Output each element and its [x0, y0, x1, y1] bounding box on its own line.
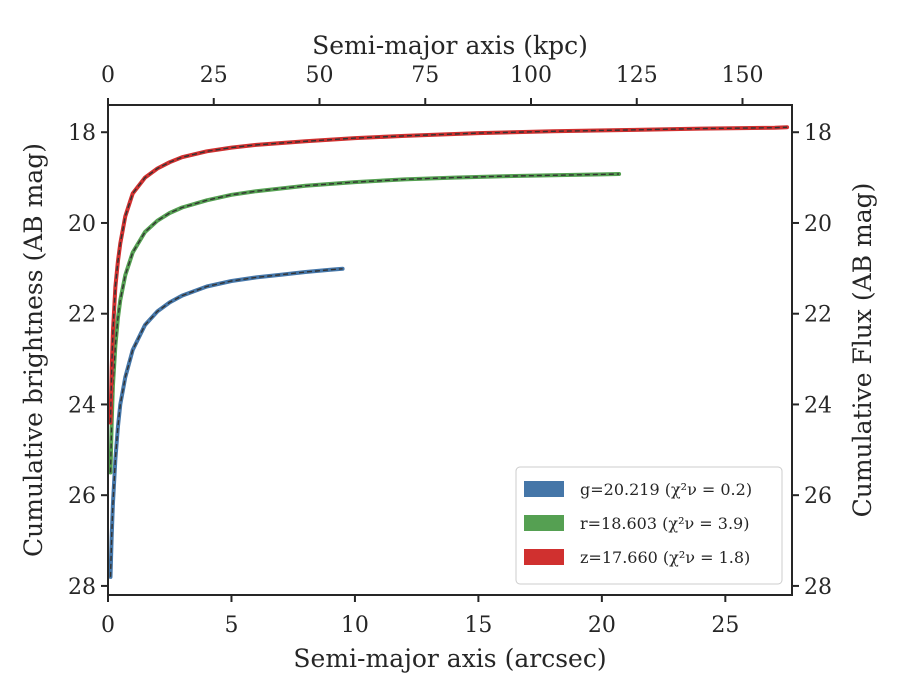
plot-frame — [107, 104, 793, 596]
right-y-tick-label: 22 — [804, 303, 832, 328]
y-tick-label: 28 — [68, 575, 96, 600]
right-y-tick-label: 26 — [804, 484, 832, 509]
y-tick-label: 18 — [68, 121, 96, 146]
legend-swatch-r — [524, 515, 564, 531]
right-y-tick-label: 28 — [804, 575, 832, 600]
ticks-layer: 0 5 10 15 20 25 0 25 50 75 100 125 150 18 18 20 20 22 22 24… — [68, 63, 832, 638]
top-x-tick-label: 0 — [101, 63, 115, 88]
x-tick-label: 0 — [101, 613, 115, 638]
legend-label-g: g=20.219 (χ²ν = 0.2) — [580, 480, 752, 499]
x-tick-label: 25 — [711, 613, 739, 638]
x-tick-label: 15 — [464, 613, 492, 638]
right-y-tick-label: 24 — [804, 393, 832, 418]
y-tick-label: 22 — [68, 303, 96, 328]
model-line-z — [109, 126, 788, 423]
legend-entries: g=20.219 (χ²ν = 0.2) r=18.603 (χ²ν = 3.9)… — [524, 480, 752, 567]
legend-label-r: r=18.603 (χ²ν = 3.9) — [580, 514, 749, 533]
top-x-tick-label: 150 — [722, 63, 764, 88]
legend-frame — [515, 466, 783, 585]
top-x-tick-label: 75 — [411, 63, 439, 88]
legend-swatch-g — [524, 481, 564, 497]
legend-swatch-z — [524, 549, 564, 565]
x-axis-label: Semi-major axis (arcsec) — [293, 644, 606, 673]
x-tick-label: 10 — [341, 613, 369, 638]
y-axis-label: Cumulative brightness (AB mag) — [19, 143, 48, 557]
top-x-tick-label: 100 — [510, 63, 552, 88]
right-y-tick-label: 18 — [804, 121, 832, 146]
legend: g=20.219 (χ²ν = 0.2) r=18.603 (χ²ν = 3.9)… — [515, 466, 783, 585]
y-tick-label: 20 — [68, 212, 96, 237]
x-tick-label: 5 — [224, 613, 238, 638]
model-line-r — [109, 173, 620, 473]
top-x-tick-label: 125 — [616, 63, 658, 88]
model-line-g — [109, 268, 343, 577]
series-layer — [108, 125, 790, 579]
y-tick-label: 24 — [68, 393, 96, 418]
right-y-axis-label: Cumulative Flux (AB mag) — [848, 183, 877, 518]
right-y-tick-label: 20 — [804, 212, 832, 237]
y-tick-label: 26 — [68, 484, 96, 509]
top-x-tick-label: 25 — [200, 63, 228, 88]
legend-label-z: z=17.660 (χ²ν = 1.8) — [580, 548, 750, 567]
x-tick-label: 20 — [588, 613, 616, 638]
top-x-axis-label: Semi-major axis (kpc) — [312, 31, 588, 60]
top-x-tick-label: 50 — [306, 63, 334, 88]
